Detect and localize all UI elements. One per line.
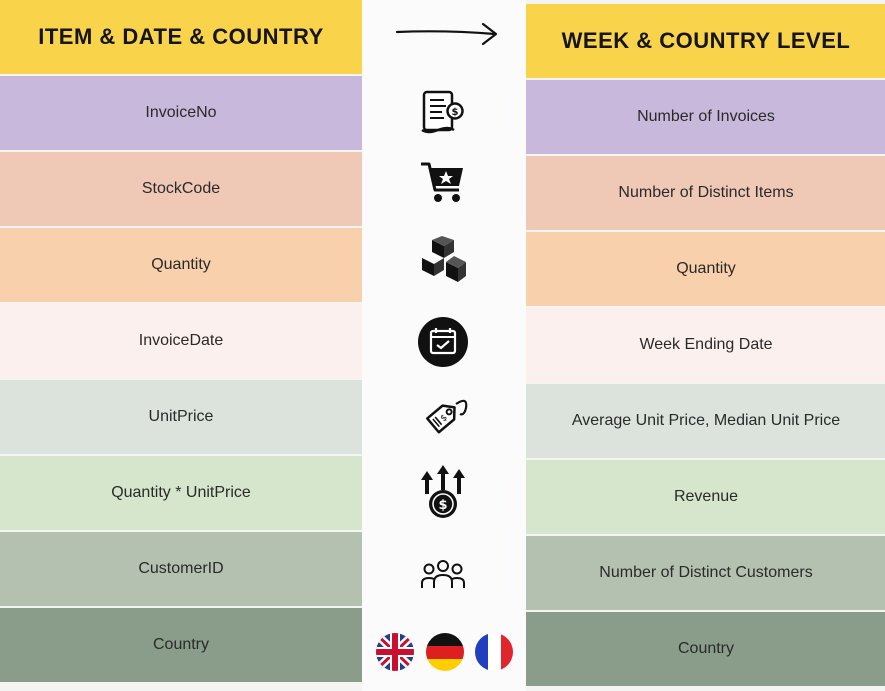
right-row: Week Ending Date	[526, 308, 885, 382]
right-row: Country	[526, 612, 885, 686]
right-column: WEEK & COUNTRY LEVEL Number of Invoices N…	[526, 4, 885, 686]
svg-text:$: $	[451, 107, 458, 118]
right-row: Number of Distinct Customers	[526, 536, 885, 610]
arrow-right-icon	[395, 22, 498, 46]
left-column: ITEM & DATE & COUNTRY InvoiceNo StockCode…	[0, 0, 362, 682]
france-flag-icon	[475, 633, 513, 671]
invoice-icon: $	[420, 90, 464, 134]
left-row: InvoiceNo	[0, 76, 362, 150]
right-row: Number of Distinct Items	[526, 156, 885, 230]
svg-text:$: $	[438, 498, 447, 513]
left-row: InvoiceDate	[0, 304, 362, 378]
left-row: StockCode	[0, 152, 362, 226]
left-row: Quantity * UnitPrice	[0, 456, 362, 530]
boxes-icon	[421, 236, 466, 282]
left-header: ITEM & DATE & COUNTRY	[0, 0, 362, 74]
shopping-cart-icon	[420, 162, 463, 202]
right-row: Average Unit Price, Median Unit Price	[526, 384, 885, 458]
germany-flag-icon	[426, 633, 464, 671]
price-tag-icon: $	[425, 399, 467, 434]
left-row: UnitPrice	[0, 380, 362, 454]
revenue-growth-icon: $	[420, 465, 465, 518]
right-row: Quantity	[526, 232, 885, 306]
customers-icon	[420, 560, 465, 588]
left-row: CustomerID	[0, 532, 362, 606]
flags-icon	[376, 633, 513, 671]
uk-flag-icon	[376, 633, 414, 671]
calendar-icon	[417, 317, 468, 367]
right-row: Number of Invoices	[526, 80, 885, 154]
left-row: Country	[0, 608, 362, 682]
left-row: Quantity	[0, 228, 362, 302]
right-header: WEEK & COUNTRY LEVEL	[526, 4, 885, 78]
svg-text:$: $	[438, 413, 449, 424]
right-row: Revenue	[526, 460, 885, 534]
